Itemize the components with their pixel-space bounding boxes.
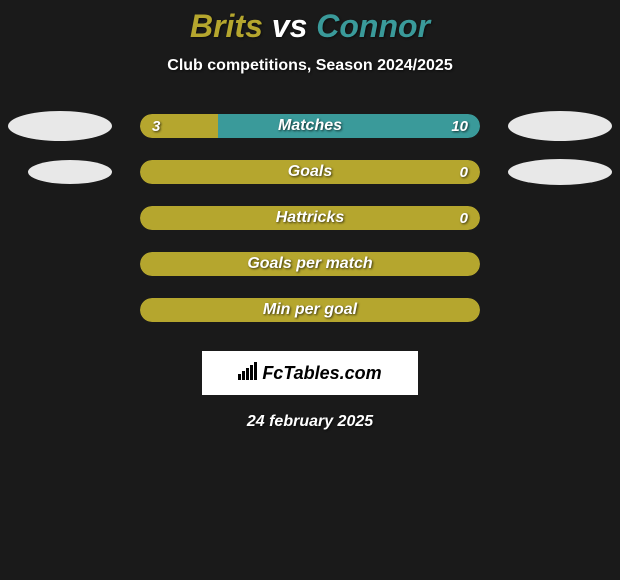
stat-row: Min per goal <box>0 287 620 333</box>
stat-bar: Matches3 10 <box>140 114 480 138</box>
stat-row: Matches3 10 <box>0 103 620 149</box>
page-title: Brits vs Connor <box>0 8 620 45</box>
player1-name: Brits <box>190 8 263 44</box>
stat-label: Hattricks <box>140 206 480 230</box>
branding-badge[interactable]: FcTables.com <box>202 351 418 395</box>
branding-text: FcTables.com <box>262 363 381 384</box>
vs-label: vs <box>272 8 308 44</box>
stat-value-left: 3 <box>152 114 160 138</box>
stat-bar: Goals0 <box>140 160 480 184</box>
player1-avatar <box>28 160 112 184</box>
stat-row: Goals0 <box>0 149 620 195</box>
player2-avatar <box>508 159 612 185</box>
stat-bar: Hattricks0 <box>140 206 480 230</box>
comparison-bars: Matches310Goals0Hattricks0Goals per matc… <box>0 103 620 333</box>
stat-label: Matches <box>140 114 480 138</box>
stat-label: Goals per match <box>140 252 480 276</box>
date-label: 24 february 2025 <box>0 413 620 431</box>
subtitle: Club competitions, Season 2024/2025 <box>0 57 620 75</box>
stat-bar: Goals per match <box>140 252 480 276</box>
player2-avatar <box>508 111 612 141</box>
bar-chart-icon <box>238 362 258 385</box>
stat-value-right: 10 <box>451 114 468 138</box>
stat-row: Goals per match <box>0 241 620 287</box>
comparison-widget: Brits vs Connor Club competitions, Seaso… <box>0 0 620 431</box>
player1-avatar <box>8 111 112 141</box>
stat-value-right: 0 <box>460 206 468 230</box>
stat-bar: Min per goal <box>140 298 480 322</box>
stat-value-right: 0 <box>460 160 468 184</box>
stat-label: Goals <box>140 160 480 184</box>
player2-name: Connor <box>316 8 430 44</box>
stat-row: Hattricks0 <box>0 195 620 241</box>
stat-label: Min per goal <box>140 298 480 322</box>
